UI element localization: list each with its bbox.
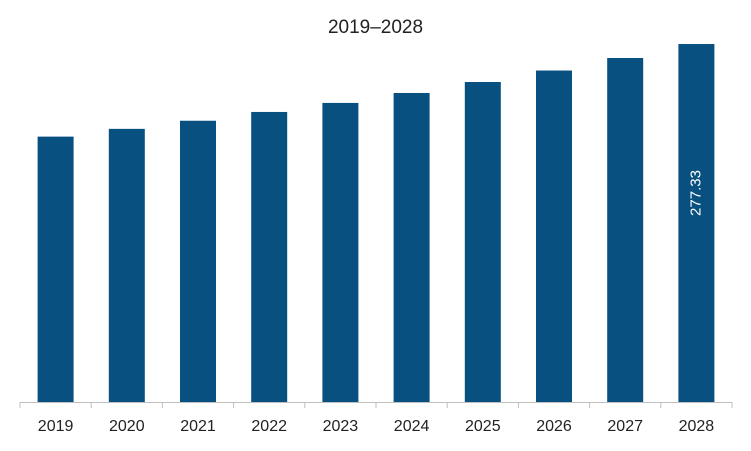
x-tick-label-2028: 2028 (679, 418, 715, 435)
x-tick-labels: 2019 2020 2021 2022 2023 2024 2025 2026 2027 2028 (38, 418, 714, 435)
x-tick-label-2020: 2020 (109, 418, 145, 435)
bar-2023 (322, 102, 359, 402)
bar-2025 (464, 82, 501, 403)
x-tick-label-2022: 2022 (251, 418, 287, 435)
bar-2020 (108, 128, 145, 403)
x-tick-label-2024: 2024 (394, 418, 430, 435)
x-axis (19, 402, 733, 408)
bar-2021 (180, 120, 216, 402)
x-tick-label-2021: 2021 (180, 418, 216, 435)
x-tick-label-2019: 2019 (38, 418, 74, 435)
bar-2024 (393, 92, 430, 402)
data-label-2028: 277.33 (687, 170, 704, 216)
data-labels: 277.33 (687, 170, 704, 216)
x-tick-label-2026: 2026 (536, 418, 572, 435)
x-tick-label-2025: 2025 (465, 418, 501, 435)
bar-2026 (536, 70, 572, 403)
x-tick-label-2023: 2023 (323, 418, 359, 435)
bars-group (37, 44, 715, 403)
x-tick-label-2027: 2027 (607, 418, 643, 435)
bar-2027 (607, 58, 644, 403)
bar-2028 (678, 44, 715, 402)
chart-title: 2019–2028 (327, 17, 424, 38)
bar-2022 (251, 111, 288, 402)
bar-2019 (37, 136, 74, 402)
